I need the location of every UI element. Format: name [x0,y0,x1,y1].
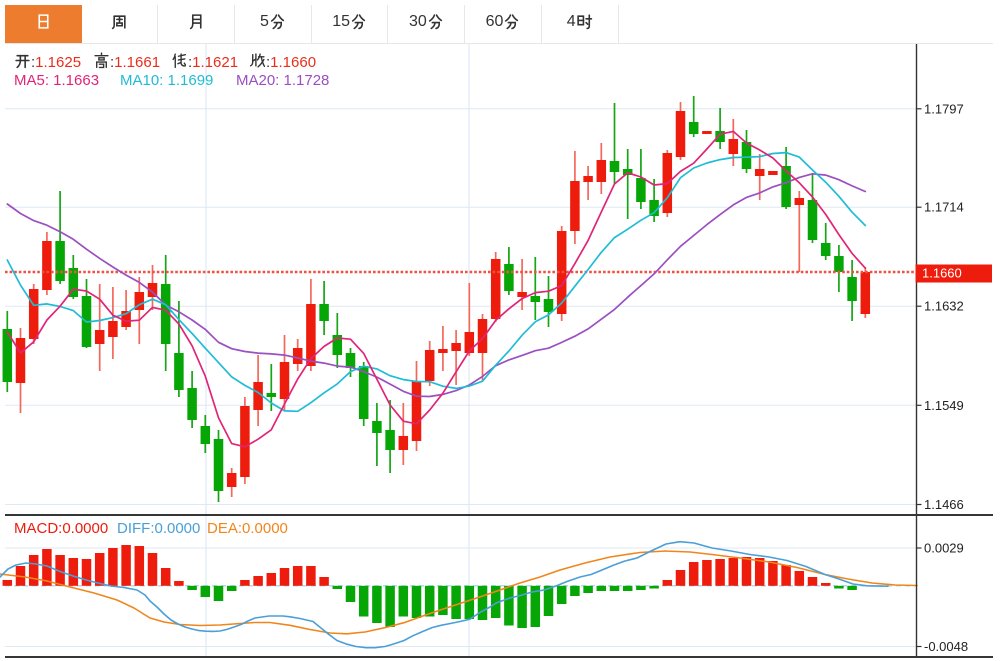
svg-text:1.1660: 1.1660 [922,266,962,281]
svg-text:1.1632: 1.1632 [924,299,964,314]
svg-text:1.1549: 1.1549 [924,398,964,413]
svg-text:1.1714: 1.1714 [924,200,964,215]
svg-text:0.0029: 0.0029 [924,541,964,556]
svg-text:1.1466: 1.1466 [924,497,964,512]
svg-text:1.1797: 1.1797 [924,101,964,116]
svg-text:-0.0048: -0.0048 [924,639,968,654]
